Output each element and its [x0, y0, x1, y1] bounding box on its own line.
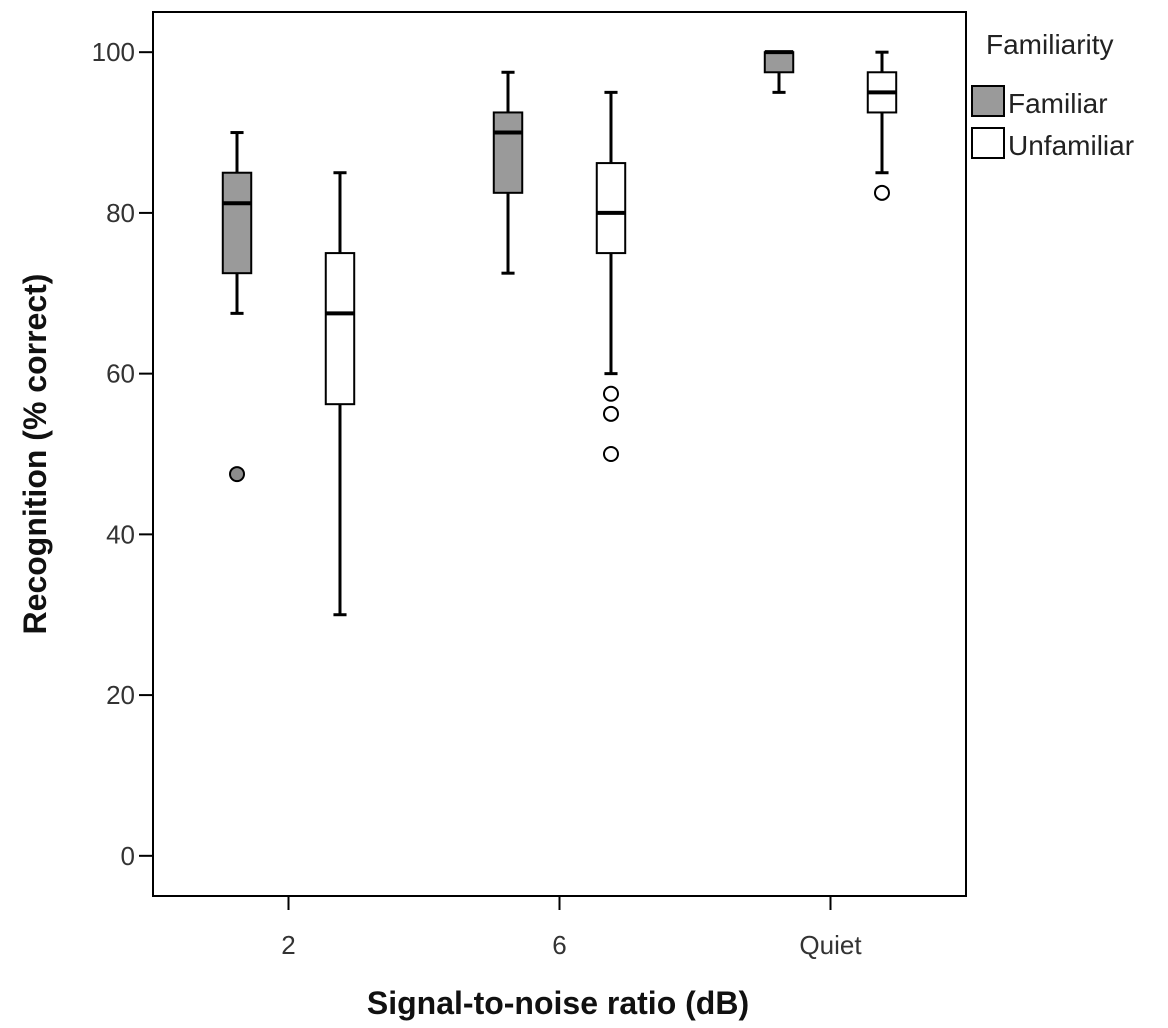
box-series	[221, 50, 898, 617]
legend-items: Familiar Unfamiliar	[971, 85, 1134, 161]
legend: Familiarity Familiar Unfamiliar	[971, 29, 1134, 161]
x-tick-label: 2	[281, 930, 295, 960]
outlier-point	[602, 385, 619, 402]
box-iqr	[492, 111, 524, 194]
box-familiar-2	[221, 131, 253, 483]
box-iqr	[324, 252, 356, 406]
y-tick-label: 40	[106, 519, 135, 549]
box-iqr	[595, 162, 627, 255]
outlier-point	[602, 405, 619, 422]
y-tick-label: 20	[106, 680, 135, 710]
legend-title: Familiarity	[986, 29, 1114, 60]
legend-label-unfamiliar: Unfamiliar	[1008, 130, 1134, 161]
x-tick-label: 6	[552, 930, 566, 960]
box-familiar-quiet	[763, 50, 795, 94]
y-axis-title: Recognition (% correct)	[17, 274, 53, 635]
legend-swatch-familiar	[971, 85, 1005, 117]
outlier-point	[602, 446, 619, 462]
box-unfamiliar-quiet	[866, 50, 898, 201]
outlier-point	[229, 466, 246, 483]
y-axis: 0 20 40 60 80 100	[92, 37, 153, 871]
x-axis-title: Signal-to-noise ratio (dB)	[367, 985, 749, 1021]
plot-frame	[152, 11, 967, 897]
legend-label-familiar: Familiar	[1008, 88, 1108, 119]
x-axis: 2 6 Quiet	[281, 896, 862, 960]
outlier-point	[873, 184, 890, 201]
box-familiar-6	[492, 70, 524, 275]
box-unfamiliar-2	[324, 171, 356, 617]
y-tick-label: 60	[106, 359, 135, 389]
y-tick-label: 100	[92, 37, 135, 67]
box-iqr	[763, 51, 795, 74]
x-tick-label: Quiet	[799, 930, 862, 960]
box-iqr	[221, 171, 253, 275]
legend-swatch-unfamiliar	[971, 127, 1005, 159]
y-tick-label: 0	[121, 841, 135, 871]
y-tick-label: 80	[106, 198, 135, 228]
box-unfamiliar-6	[595, 90, 627, 462]
